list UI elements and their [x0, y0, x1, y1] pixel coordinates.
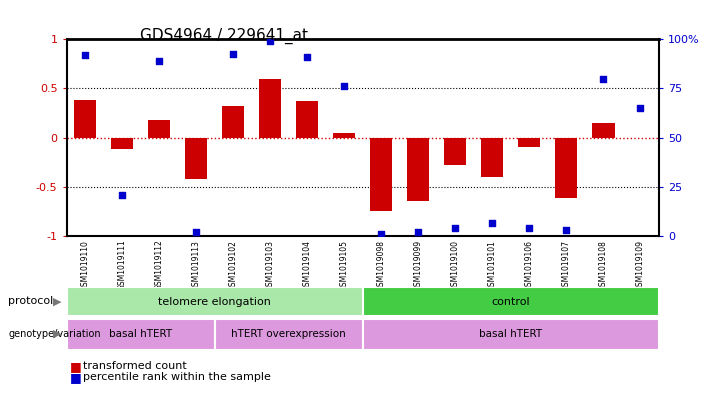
Bar	[518, 138, 540, 147]
Text: GSM1019106: GSM1019106	[525, 240, 534, 291]
Point	[339, 83, 350, 90]
Text: GSM1019104: GSM1019104	[303, 240, 312, 291]
Bar	[148, 120, 170, 138]
Point	[524, 225, 535, 231]
Text: GSM1019105: GSM1019105	[340, 240, 349, 291]
Text: GSM1019110: GSM1019110	[81, 240, 90, 290]
Bar	[592, 123, 615, 138]
Text: control: control	[491, 297, 530, 307]
Text: basal hTERT: basal hTERT	[109, 329, 172, 340]
Text: transformed count: transformed count	[83, 361, 186, 371]
Text: ▶: ▶	[53, 329, 62, 339]
Bar	[407, 138, 430, 201]
Text: genotype/variation: genotype/variation	[8, 329, 101, 339]
Bar	[444, 138, 466, 165]
Text: GSM1019108: GSM1019108	[599, 240, 608, 290]
Text: telomere elongation: telomere elongation	[158, 297, 271, 307]
Point	[450, 225, 461, 231]
Bar	[363, 319, 659, 350]
Text: GSM1019099: GSM1019099	[414, 240, 423, 291]
Text: percentile rank within the sample: percentile rank within the sample	[83, 372, 271, 382]
Text: ■: ■	[70, 360, 82, 373]
Bar	[481, 138, 503, 177]
Point	[635, 105, 646, 111]
Bar	[185, 138, 207, 179]
Point	[116, 191, 128, 198]
Text: GDS4964 / 229641_at: GDS4964 / 229641_at	[140, 28, 308, 44]
Point	[154, 58, 165, 64]
Point	[79, 52, 90, 58]
Point	[301, 54, 313, 60]
Bar	[67, 287, 363, 316]
Bar	[259, 79, 281, 138]
Text: GSM1019112: GSM1019112	[155, 240, 163, 290]
Bar	[363, 287, 659, 316]
Point	[486, 220, 498, 226]
Text: ▶: ▶	[53, 296, 62, 307]
Bar	[333, 132, 355, 138]
Bar	[67, 319, 215, 350]
Point	[228, 51, 239, 57]
Point	[191, 229, 202, 235]
Point	[376, 231, 387, 237]
Text: basal hTERT: basal hTERT	[479, 329, 543, 340]
Text: GSM1019109: GSM1019109	[636, 240, 645, 291]
Point	[598, 75, 609, 82]
Point	[264, 38, 275, 44]
Text: GSM1019111: GSM1019111	[118, 240, 127, 290]
Bar	[555, 138, 578, 198]
Bar	[370, 138, 393, 211]
Bar	[222, 106, 244, 138]
Text: GSM1019101: GSM1019101	[488, 240, 497, 290]
Text: GSM1019103: GSM1019103	[266, 240, 275, 291]
Point	[561, 227, 572, 233]
Bar	[74, 100, 96, 138]
Bar	[296, 101, 318, 138]
Text: hTERT overexpression: hTERT overexpression	[231, 329, 346, 340]
Text: GSM1019098: GSM1019098	[376, 240, 386, 291]
Text: ■: ■	[70, 371, 82, 384]
Point	[413, 229, 424, 235]
Text: GSM1019102: GSM1019102	[229, 240, 238, 290]
Text: GSM1019100: GSM1019100	[451, 240, 460, 291]
Text: GSM1019107: GSM1019107	[562, 240, 571, 291]
Text: protocol: protocol	[8, 296, 54, 307]
Bar	[111, 138, 133, 149]
Text: GSM1019113: GSM1019113	[191, 240, 200, 290]
Bar	[215, 319, 363, 350]
